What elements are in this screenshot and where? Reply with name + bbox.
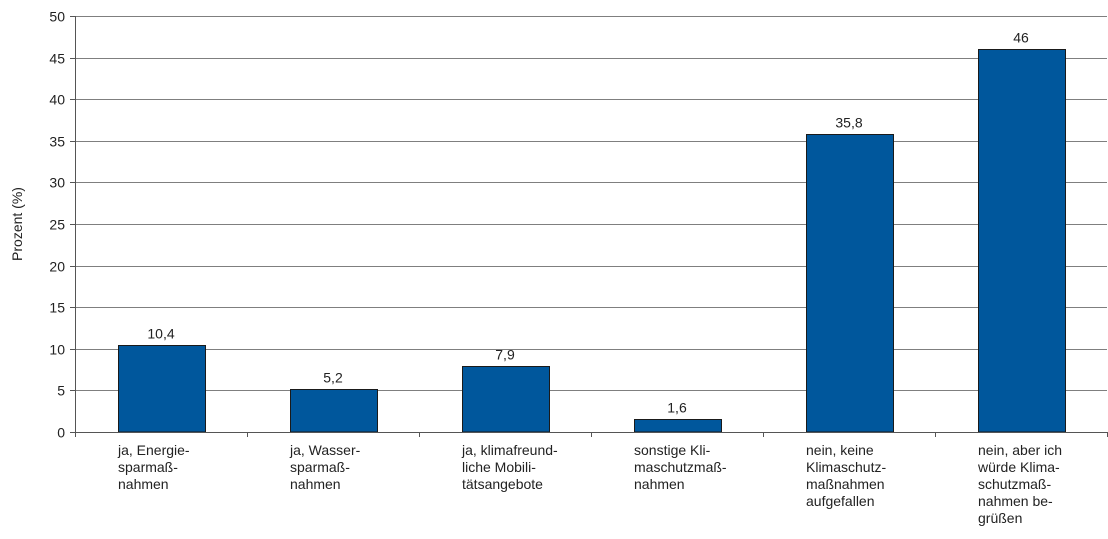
data-label: 7,9 xyxy=(495,347,515,363)
x-category-label: ja, Energie-sparmaß-nahmen xyxy=(117,442,190,492)
data-label: 46 xyxy=(1013,30,1029,46)
x-category-label: ja, klimafreund-liche Mobili-tätsangebot… xyxy=(461,442,558,492)
x-category-label: nein, keine Klimaschutz-maßnahmen aufgefal… xyxy=(806,442,886,509)
bar xyxy=(462,366,550,433)
y-tick-label: 35 xyxy=(49,134,65,150)
y-tick-label: 40 xyxy=(49,92,65,108)
bar xyxy=(978,49,1066,433)
y-tick-label: 10 xyxy=(49,342,65,358)
y-tick-label: 20 xyxy=(49,259,65,275)
bar xyxy=(634,419,722,433)
x-category-label: nein, aber ich würde Klima-schutzmaß-nahm… xyxy=(977,442,1062,526)
gridlines xyxy=(75,16,1107,391)
data-label: 1,6 xyxy=(667,400,687,416)
y-tick-label: 45 xyxy=(49,51,65,67)
bar xyxy=(290,389,378,433)
data-label: 10,4 xyxy=(147,326,174,342)
y-tick-label: 5 xyxy=(57,383,65,399)
bar xyxy=(806,134,894,433)
y-tick-label: 25 xyxy=(49,217,65,233)
y-axis-title: Prozent (%) xyxy=(9,187,25,261)
data-label: 35,8 xyxy=(835,115,862,131)
labels: 0 5 10 15 20 25 30 35 40 45 50 10,4 5,2 7,9 1,6 35,8 46 j… xyxy=(49,9,1062,527)
y-tick-label: 0 xyxy=(57,425,65,441)
y-tick-label: 50 xyxy=(49,9,65,25)
axes xyxy=(70,16,1108,437)
data-label: 5,2 xyxy=(323,370,343,386)
x-category-label: ja, Wasser-sparmaß-nahmen xyxy=(289,442,361,492)
x-category-label: sonstige Kli-maschutzmaß-nahmen xyxy=(634,442,727,492)
y-tick-label: 15 xyxy=(49,300,65,316)
bars xyxy=(118,49,1066,433)
y-tick-label: 30 xyxy=(49,175,65,191)
bar xyxy=(118,345,206,433)
